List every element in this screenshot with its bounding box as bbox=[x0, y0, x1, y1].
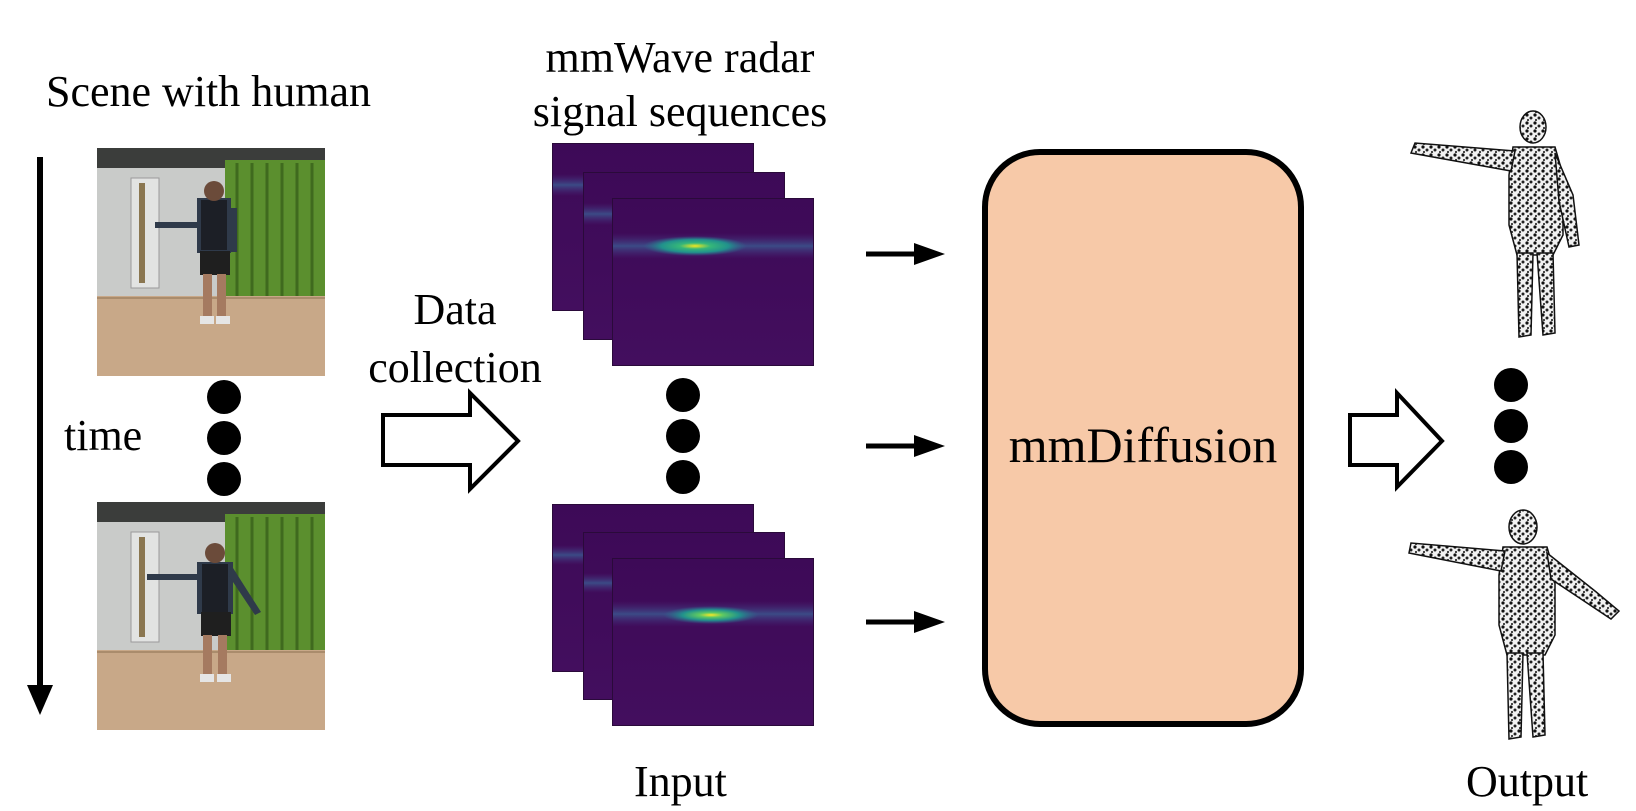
scene-photo-bottom bbox=[97, 502, 325, 730]
radar-frame-bottom-front bbox=[612, 558, 814, 726]
ellipsis-dot bbox=[1494, 450, 1528, 484]
output-label: Output bbox=[1466, 757, 1589, 806]
scene-image-bottom bbox=[97, 502, 325, 730]
ellipsis-dot bbox=[666, 460, 700, 494]
scene-image-top bbox=[97, 148, 325, 376]
scene-photo-top bbox=[97, 148, 325, 376]
time-arrow bbox=[27, 157, 53, 715]
data-collection-line1: Data bbox=[413, 285, 497, 334]
data-collection-line2: collection bbox=[368, 343, 542, 392]
mmdiffusion-model-box: mmDiffusion bbox=[982, 149, 1304, 727]
scene-title: Scene with human bbox=[46, 67, 372, 116]
point-cloud-human-top bbox=[1409, 110, 1580, 338]
ellipsis-dot bbox=[207, 380, 241, 414]
arrow-right-icon bbox=[866, 611, 945, 633]
radar-title-line1: mmWave radar bbox=[545, 33, 815, 82]
arrow-right-icon bbox=[866, 243, 945, 265]
ellipsis-dot bbox=[1494, 368, 1528, 402]
input-label: Input bbox=[634, 757, 727, 806]
input-arrows bbox=[866, 243, 945, 633]
ellipsis-dot bbox=[1494, 409, 1528, 443]
data-collection-arrow bbox=[381, 388, 521, 494]
model-label: mmDiffusion bbox=[1008, 417, 1278, 473]
radar-frame-top-front bbox=[612, 198, 814, 366]
data-collection-label: Data collection bbox=[350, 286, 560, 392]
ellipsis-dot bbox=[666, 378, 700, 412]
ellipsis-dot bbox=[207, 421, 241, 455]
radar-title: mmWave radar signal sequences bbox=[510, 34, 850, 136]
point-cloud-human-bottom bbox=[1408, 509, 1621, 740]
time-label: time bbox=[64, 411, 143, 460]
radar-title-line2: signal sequences bbox=[532, 87, 828, 136]
arrow-right-icon bbox=[866, 435, 945, 457]
output-arrow bbox=[1348, 387, 1445, 492]
ellipsis-dot bbox=[666, 419, 700, 453]
ellipsis-dot bbox=[207, 462, 241, 496]
